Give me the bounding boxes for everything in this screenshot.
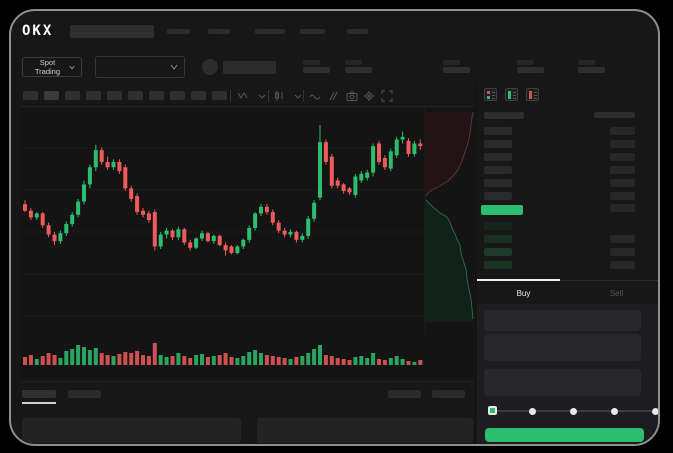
settings-gear-icon[interactable] [363, 90, 375, 102]
timeframe-button[interactable] [44, 91, 59, 100]
bid-amount-placeholder [610, 235, 635, 243]
bottom-content-placeholder [257, 418, 473, 443]
trade-input-field[interactable] [484, 334, 641, 361]
ask-amount-placeholder [610, 127, 635, 135]
zigzag-icon[interactable] [237, 90, 249, 102]
bottom-tab-active-underline [22, 402, 56, 404]
chevron-down-icon [69, 65, 75, 69]
bid-amount-placeholder [610, 248, 635, 256]
bottom-action-placeholder[interactable] [388, 390, 421, 398]
bottom-action-placeholder[interactable] [432, 390, 465, 398]
timeframe-button[interactable] [149, 91, 164, 100]
nav-item-placeholder[interactable] [347, 29, 368, 34]
ask-price-placeholder [484, 153, 512, 161]
slider-stop-dot[interactable] [652, 408, 658, 415]
trade-input-field[interactable] [484, 310, 641, 331]
candlestick-icon[interactable] [273, 90, 285, 102]
trade-input-field[interactable] [484, 369, 641, 396]
stat-value-placeholder [578, 67, 605, 73]
chevron-down-icon[interactable] [292, 90, 304, 102]
stat-label-placeholder [303, 60, 320, 65]
chevron-down-icon[interactable] [256, 90, 268, 102]
market-type-label: Spot Trading [34, 58, 61, 76]
header-placeholder-bar [70, 25, 154, 38]
ask-amount-placeholder [610, 192, 635, 200]
chevron-down-icon [170, 64, 178, 70]
slider-handle[interactable] [487, 406, 497, 415]
bid-price-placeholder [484, 235, 512, 243]
orderbook-header-left [484, 112, 524, 119]
pair-select[interactable] [95, 56, 185, 78]
timeframe-button[interactable] [23, 91, 38, 100]
ask-amount-placeholder [610, 166, 635, 174]
timeframe-button[interactable] [212, 91, 227, 100]
buy-submit-button[interactable] [485, 428, 644, 442]
stat-value-placeholder [443, 67, 470, 73]
slider-stop-dot[interactable] [570, 408, 577, 415]
tab-buy[interactable]: Buy [477, 281, 570, 305]
stat-label-placeholder [578, 60, 595, 65]
timeframe-button[interactable] [65, 91, 80, 100]
nav-item-placeholder[interactable] [167, 29, 190, 34]
bid-price-placeholder [484, 261, 512, 269]
ask-amount-placeholder [610, 140, 635, 148]
bottom-content-placeholder [22, 418, 241, 443]
bid-price-placeholder [484, 222, 512, 230]
bid-amount-placeholder [610, 261, 635, 269]
stat-value-placeholder [517, 67, 544, 73]
ask-price-placeholder [484, 140, 512, 148]
slider-stop-dot[interactable] [611, 408, 618, 415]
market-type-dropdown[interactable]: Spot Trading [22, 57, 82, 77]
stat-value-placeholder [303, 67, 330, 73]
nav-item-placeholder[interactable] [255, 29, 285, 34]
book-asks-icon[interactable] [526, 88, 539, 101]
parallel-lines-icon[interactable] [327, 90, 339, 102]
stat-label-placeholder [443, 60, 460, 65]
last-price-bar [481, 205, 523, 215]
stat-label-placeholder [345, 60, 362, 65]
book-all-icon[interactable] [484, 88, 497, 101]
timeframe-button[interactable] [191, 91, 206, 100]
timeframe-button[interactable] [107, 91, 122, 100]
candlestick-chart[interactable] [20, 108, 474, 378]
pair-name-placeholder [223, 61, 276, 74]
bottom-tab-placeholder[interactable] [68, 390, 101, 398]
app-window: OKX Spot Trading [9, 9, 660, 446]
trade-side-tabs: Buy Sell [477, 279, 658, 305]
ask-price-placeholder [484, 192, 512, 200]
slider-stop-dot[interactable] [529, 408, 536, 415]
timeframe-button[interactable] [86, 91, 101, 100]
ask-amount-placeholder [610, 179, 635, 187]
nav-item-placeholder[interactable] [300, 29, 325, 34]
camera-icon[interactable] [346, 90, 358, 102]
okx-logo: OKX [22, 23, 54, 39]
timeframe-button[interactable] [128, 91, 143, 100]
bottom-tab-placeholder[interactable] [22, 390, 56, 398]
amount-placeholder [610, 204, 635, 212]
wave-icon[interactable] [309, 90, 321, 102]
bid-price-placeholder [484, 248, 512, 256]
nav-item-placeholder[interactable] [208, 29, 230, 34]
fullscreen-icon[interactable] [381, 90, 393, 102]
book-bids-icon[interactable] [505, 88, 518, 101]
ask-price-placeholder [484, 127, 512, 135]
timeframe-button[interactable] [170, 91, 185, 100]
token-avatar [202, 59, 218, 75]
ask-price-placeholder [484, 179, 512, 187]
ask-price-placeholder [484, 166, 512, 174]
tab-sell[interactable]: Sell [570, 281, 658, 305]
ask-amount-placeholder [610, 153, 635, 161]
orderbook-header-right [594, 112, 635, 118]
active-tab-indicator [477, 279, 560, 281]
stat-value-placeholder [345, 67, 372, 73]
stat-label-placeholder [517, 60, 534, 65]
